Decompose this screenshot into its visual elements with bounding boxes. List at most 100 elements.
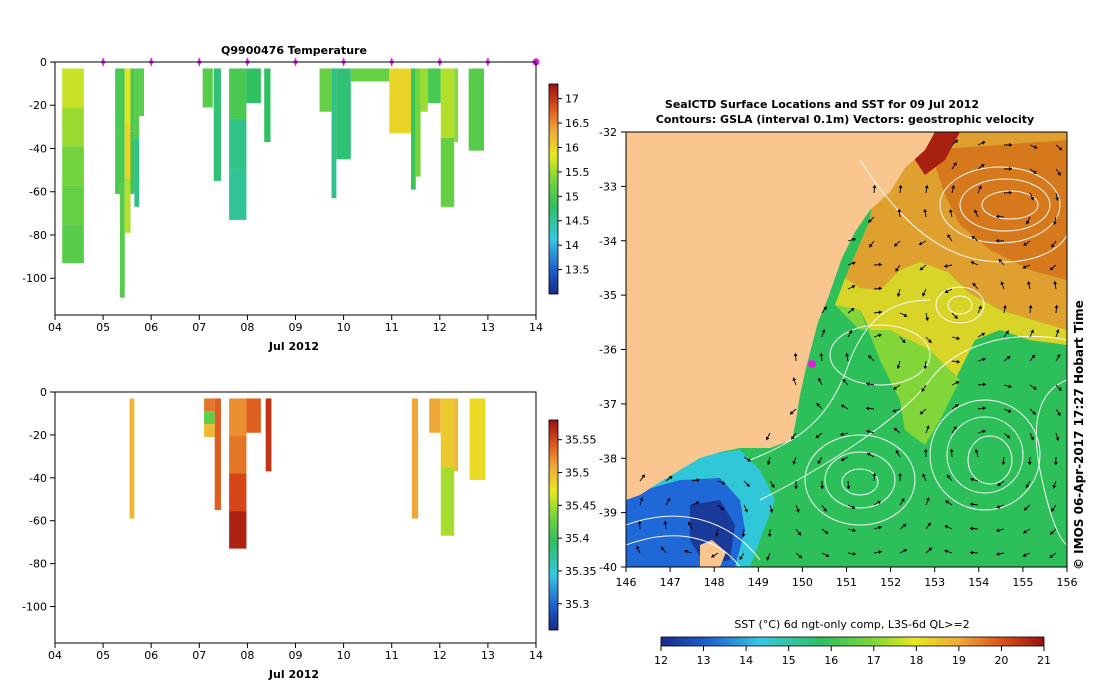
x-tick-label: 14 bbox=[529, 321, 543, 334]
velocity-arrowhead bbox=[793, 353, 798, 357]
velocity-arrowhead bbox=[1031, 354, 1035, 359]
velocity-arrowhead bbox=[1055, 437, 1060, 441]
velocity-arrowhead bbox=[903, 548, 908, 553]
profile-bar bbox=[469, 398, 486, 480]
velocity-arrowhead bbox=[850, 308, 855, 312]
profile-bar bbox=[129, 398, 135, 519]
profile-bar bbox=[213, 68, 221, 181]
lon-tick-label: 152 bbox=[880, 576, 901, 589]
velocity-arrowhead bbox=[895, 268, 899, 272]
lat-tick-label: -37 bbox=[599, 398, 617, 411]
velocity-arrowhead bbox=[821, 329, 826, 333]
velocity-arrowhead bbox=[1058, 146, 1063, 151]
velocity-arrowhead bbox=[1030, 196, 1034, 201]
profile-bar bbox=[229, 169, 247, 220]
velocity-arrowhead bbox=[878, 550, 882, 555]
velocity-arrowhead bbox=[953, 162, 957, 166]
velocity-arrowhead bbox=[1023, 242, 1028, 246]
velocity-arrowhead bbox=[663, 521, 668, 525]
sst-colorbar-tick-label: 16 bbox=[824, 654, 838, 667]
y-tick-label: -80 bbox=[29, 558, 47, 571]
velocity-arrowhead bbox=[866, 406, 870, 411]
y-tick-label: 0 bbox=[40, 386, 47, 399]
y-tick-label: 0 bbox=[40, 56, 47, 69]
velocity-arrowhead bbox=[1033, 145, 1038, 149]
velocity-arrowhead bbox=[1000, 281, 1005, 285]
salinity-y-axis: 0 -20 -40 -60 -80 -100 bbox=[22, 386, 55, 614]
velocity-arrowhead bbox=[974, 449, 979, 453]
velocity-arrowhead bbox=[641, 474, 645, 479]
profile-bar bbox=[454, 398, 459, 472]
velocity-arrowhead bbox=[954, 315, 958, 319]
colorbar-tick-label: 14 bbox=[565, 239, 579, 252]
lon-tick-label: 146 bbox=[616, 576, 637, 589]
velocity-arrowhead bbox=[1025, 484, 1030, 488]
x-tick-label: 13 bbox=[481, 649, 495, 662]
velocity-arrowhead bbox=[878, 333, 882, 338]
velocity-arrowhead bbox=[998, 259, 1003, 263]
y-tick-label: -100 bbox=[22, 601, 47, 614]
velocity-arrowhead bbox=[817, 377, 822, 382]
velocity-arrowhead bbox=[982, 382, 986, 387]
lon-tick-label: 155 bbox=[1012, 576, 1033, 589]
velocity-arrowhead bbox=[815, 434, 820, 439]
velocity-arrowhead bbox=[766, 461, 771, 465]
velocity-arrowhead bbox=[877, 500, 881, 505]
velocity-arrowhead bbox=[996, 551, 1000, 556]
x-tick-label: 12 bbox=[433, 649, 447, 662]
velocity-arrowhead bbox=[925, 425, 930, 430]
profile-bar bbox=[246, 398, 261, 433]
velocity-arrowhead bbox=[711, 554, 715, 558]
map-longitude-axis: 146 147 148 149 150 151 152 153 154 155 156 bbox=[616, 567, 1078, 589]
lon-tick-label: 148 bbox=[704, 576, 725, 589]
velocity-arrowhead bbox=[872, 473, 877, 477]
profile-bar bbox=[119, 68, 125, 184]
velocity-arrowhead bbox=[739, 556, 744, 560]
velocity-arrowhead bbox=[922, 292, 926, 297]
salinity-bars bbox=[129, 398, 486, 549]
salinity-colorbar bbox=[548, 419, 559, 631]
profile-bar bbox=[331, 68, 337, 199]
x-tick-label: 11 bbox=[385, 649, 399, 662]
velocity-arrowhead bbox=[842, 379, 847, 383]
velocity-arrowhead bbox=[747, 458, 751, 462]
velocity-arrowhead bbox=[898, 185, 903, 189]
velocity-arrowhead bbox=[797, 531, 801, 536]
velocity-arrowhead bbox=[1050, 531, 1054, 535]
x-tick-label: 04 bbox=[48, 321, 62, 334]
velocity-arrowhead bbox=[902, 523, 907, 528]
velocity-arrowhead bbox=[1030, 329, 1034, 334]
sst-colorbar-tick-label: 20 bbox=[994, 654, 1008, 667]
x-tick-label: 06 bbox=[144, 321, 158, 334]
velocity-arrowhead bbox=[820, 485, 825, 489]
velocity-arrowhead bbox=[1052, 485, 1057, 489]
velocity-arrowhead bbox=[840, 457, 845, 462]
velocity-arrowhead bbox=[1033, 386, 1037, 390]
velocity-arrowhead bbox=[684, 549, 688, 554]
velocity-arrowhead bbox=[898, 473, 903, 477]
velocity-arrowhead bbox=[921, 388, 925, 392]
profile-bar bbox=[130, 68, 135, 132]
profile-bar bbox=[134, 137, 140, 207]
velocity-arrowhead bbox=[1057, 171, 1061, 176]
velocity-arrowhead bbox=[978, 185, 982, 190]
velocity-arrowhead bbox=[919, 410, 924, 415]
velocity-arrowhead bbox=[955, 381, 960, 385]
lat-tick-label: -39 bbox=[599, 507, 617, 520]
velocity-arrowhead bbox=[980, 164, 985, 168]
temperature-title: Q9900476 Temperature bbox=[221, 44, 367, 57]
x-tick-label: 06 bbox=[144, 649, 158, 662]
x-tick-label: 12 bbox=[433, 321, 447, 334]
colorbar-tick-label: 15 bbox=[565, 190, 579, 203]
velocity-arrowhead bbox=[1026, 220, 1030, 225]
velocity-arrowhead bbox=[996, 214, 1000, 219]
velocity-arrowhead bbox=[852, 261, 856, 266]
lat-tick-label: -38 bbox=[599, 452, 617, 465]
sst-colorbar-tick-label: 18 bbox=[909, 654, 923, 667]
salinity-xlabel: Jul 2012 bbox=[268, 668, 319, 681]
velocity-arrowhead bbox=[714, 533, 719, 537]
profile-bar bbox=[204, 411, 215, 425]
velocity-arrowhead bbox=[741, 533, 746, 537]
x-tick-label: 05 bbox=[96, 649, 110, 662]
